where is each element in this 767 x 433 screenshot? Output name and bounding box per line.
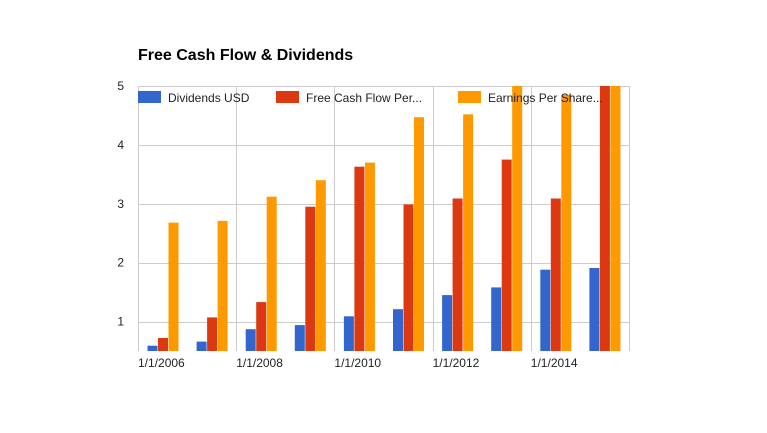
legend-swatch (138, 91, 161, 103)
bar[interactable] (561, 94, 572, 352)
bar[interactable] (550, 198, 561, 352)
y-tick-label: 3 (117, 197, 124, 211)
x-tick-label: 1/1/2012 (433, 356, 480, 370)
bar[interactable] (217, 220, 228, 351)
bar[interactable] (414, 117, 424, 351)
legend-swatch (458, 91, 481, 103)
bar[interactable] (442, 295, 453, 351)
chart-title: Free Cash Flow & Dividends (138, 47, 353, 64)
bar[interactable] (610, 86, 621, 351)
bar[interactable] (294, 325, 305, 351)
x-axis: 1/1/2006 1/1/2008 1/1/2010 1/1/2012 1/1/2014 (138, 356, 578, 370)
legend-item[interactable]: Dividends USD (138, 91, 250, 105)
y-tick-label: 2 (117, 256, 124, 270)
bar[interactable] (491, 287, 502, 351)
y-tick-label: 1 (117, 315, 124, 329)
bar[interactable] (256, 302, 267, 351)
bar[interactable] (452, 198, 463, 352)
bar[interactable] (305, 206, 316, 351)
bar[interactable] (512, 86, 523, 351)
x-tick-label: 1/1/2008 (236, 356, 283, 370)
bar[interactable] (501, 159, 512, 351)
bars (147, 86, 621, 352)
x-tick-label: 1/1/2014 (531, 356, 578, 370)
x-tick-label: 1/1/2006 (138, 356, 185, 370)
bar[interactable] (147, 345, 158, 351)
legend-swatch (276, 91, 299, 103)
y-tick-label: 4 (117, 138, 124, 152)
legend-label: Free Cash Flow Per... (306, 91, 422, 105)
legend-item[interactable]: Earnings Per Share... (458, 91, 603, 105)
legend[interactable]: Dividends USD Free Cash Flow Per... Earnin… (138, 91, 603, 105)
legend-label: Earnings Per Share... (488, 91, 603, 105)
bar[interactable] (540, 269, 551, 351)
y-tick-label: 5 (117, 79, 124, 93)
bar[interactable] (354, 166, 365, 351)
bar[interactable] (343, 316, 354, 351)
bar[interactable] (266, 196, 277, 351)
y-axis: 1 2 3 4 5 (117, 79, 124, 329)
bar[interactable] (393, 309, 403, 351)
legend-item[interactable]: Free Cash Flow Per... (276, 91, 422, 105)
legend-label: Dividends USD (168, 91, 250, 105)
bar[interactable] (196, 341, 207, 351)
bar[interactable] (463, 114, 474, 351)
bar[interactable] (589, 268, 600, 351)
x-tick-label: 1/1/2010 (334, 356, 381, 370)
bar[interactable] (364, 162, 375, 351)
bar[interactable] (245, 329, 256, 351)
bar[interactable] (403, 204, 414, 351)
bar[interactable] (315, 180, 326, 351)
bar[interactable] (599, 86, 610, 351)
bar[interactable] (168, 222, 179, 351)
bar[interactable] (158, 338, 168, 351)
bar[interactable] (207, 317, 218, 351)
